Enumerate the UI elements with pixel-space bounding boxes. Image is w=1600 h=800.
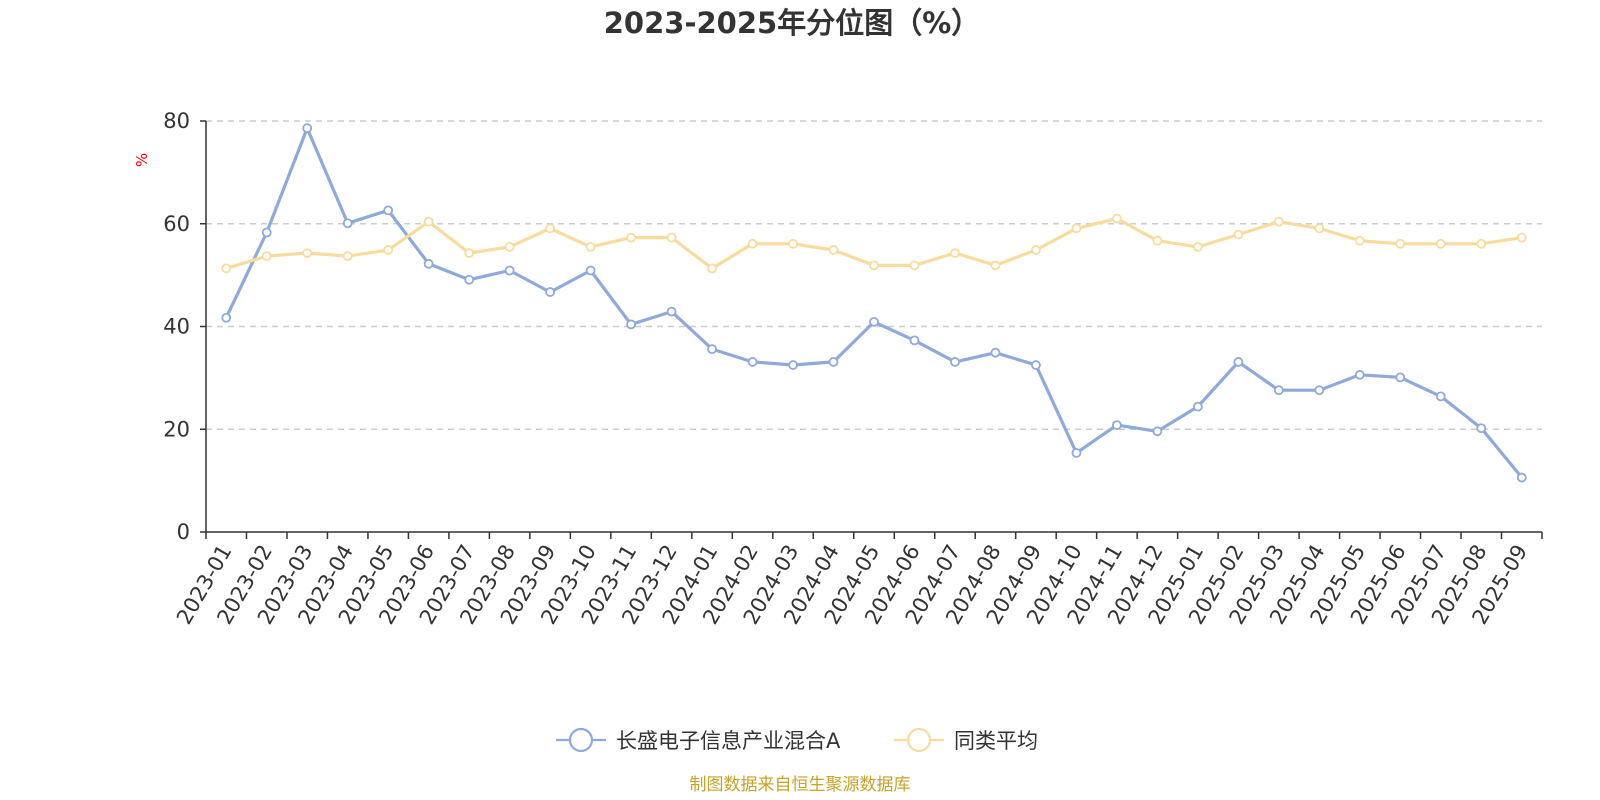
data-point[interactable] (545, 287, 556, 297)
series-layer (221, 123, 1527, 483)
data-point[interactable] (342, 218, 353, 229)
data-point[interactable] (504, 241, 515, 252)
legend[interactable]: 长盛电子信息产业混合A 同类平均 (556, 727, 1038, 753)
data-point[interactable] (1152, 426, 1163, 437)
data-point[interactable] (545, 223, 556, 234)
data-point[interactable] (990, 260, 1001, 271)
data-point[interactable] (707, 344, 717, 355)
data-point[interactable] (1354, 369, 1365, 380)
data-point[interactable] (261, 251, 272, 262)
data-point[interactable] (909, 335, 920, 346)
data-point[interactable] (1435, 391, 1446, 402)
data-point[interactable] (626, 319, 636, 330)
data-point[interactable] (1354, 235, 1365, 246)
legend-item-1[interactable]: 同类平均 (894, 727, 1038, 753)
data-point[interactable] (626, 232, 636, 243)
data-point[interactable] (1476, 423, 1487, 434)
y-tick-label: 80 (163, 109, 190, 133)
series-line (224, 126, 1524, 479)
data-point[interactable] (1273, 216, 1284, 227)
data-point[interactable] (747, 238, 758, 249)
data-point[interactable] (1314, 223, 1325, 234)
data-point[interactable] (1031, 360, 1041, 370)
data-point[interactable] (1112, 420, 1122, 431)
data-point[interactable] (1476, 238, 1487, 249)
data-point[interactable] (302, 123, 313, 134)
data-point[interactable] (666, 232, 677, 243)
data-point[interactable] (302, 248, 313, 258)
series-1 (221, 213, 1527, 274)
data-point[interactable] (1112, 213, 1122, 224)
data-point[interactable] (464, 274, 475, 285)
data-point[interactable] (504, 265, 515, 276)
data-point[interactable] (1395, 372, 1406, 383)
data-point[interactable] (1314, 385, 1325, 396)
data-point[interactable] (423, 258, 434, 269)
data-point[interactable] (828, 357, 839, 367)
data-point[interactable] (788, 238, 798, 249)
data-point[interactable] (707, 263, 717, 274)
source-note: 制图数据来自恒生聚源数据库 (690, 775, 911, 795)
y-tick-label: 0 (177, 520, 190, 544)
legend-marker (906, 727, 932, 753)
data-point[interactable] (1435, 238, 1446, 249)
y-axis-label: % (133, 153, 151, 167)
data-point[interactable] (261, 227, 272, 238)
data-point[interactable] (788, 360, 798, 370)
data-point[interactable] (1152, 235, 1163, 246)
axes: 0204060802023-012023-022023-032023-04202… (163, 109, 1543, 628)
data-point[interactable] (423, 216, 434, 227)
data-point[interactable] (464, 248, 475, 258)
data-point[interactable] (221, 263, 232, 274)
chart-title: 2023-2025年分位图（%） (604, 6, 981, 40)
data-point[interactable] (1516, 232, 1527, 243)
data-point[interactable] (869, 260, 879, 271)
series-0 (221, 123, 1527, 483)
data-point[interactable] (221, 312, 232, 323)
data-point[interactable] (342, 251, 353, 262)
data-point[interactable] (1233, 357, 1244, 367)
data-point[interactable] (1233, 229, 1244, 240)
data-point[interactable] (828, 245, 839, 255)
data-point[interactable] (747, 357, 758, 367)
data-point[interactable] (950, 248, 960, 258)
data-point[interactable] (585, 265, 596, 276)
data-point[interactable] (1516, 472, 1527, 483)
data-point[interactable] (990, 347, 1001, 358)
data-point[interactable] (909, 260, 920, 271)
y-tick-label: 60 (163, 212, 190, 236)
data-point[interactable] (869, 316, 879, 327)
data-point[interactable] (1192, 241, 1203, 252)
data-point[interactable] (1071, 223, 1082, 234)
legend-item-0[interactable]: 长盛电子信息产业混合A (556, 727, 841, 753)
data-point[interactable] (1031, 245, 1041, 255)
legend-marker (568, 727, 594, 753)
y-tick-label: 20 (163, 417, 190, 441)
data-point[interactable] (383, 245, 394, 255)
data-point[interactable] (383, 205, 394, 216)
data-point[interactable] (1273, 385, 1284, 396)
data-point[interactable] (666, 306, 677, 317)
data-point[interactable] (585, 241, 596, 252)
data-point[interactable] (1395, 238, 1406, 249)
data-point[interactable] (1192, 401, 1203, 412)
y-tick-label: 40 (163, 315, 190, 339)
legend-label: 长盛电子信息产业混合A (616, 729, 841, 753)
data-point[interactable] (950, 357, 960, 367)
data-point[interactable] (1071, 447, 1082, 458)
legend-label: 同类平均 (954, 729, 1038, 753)
